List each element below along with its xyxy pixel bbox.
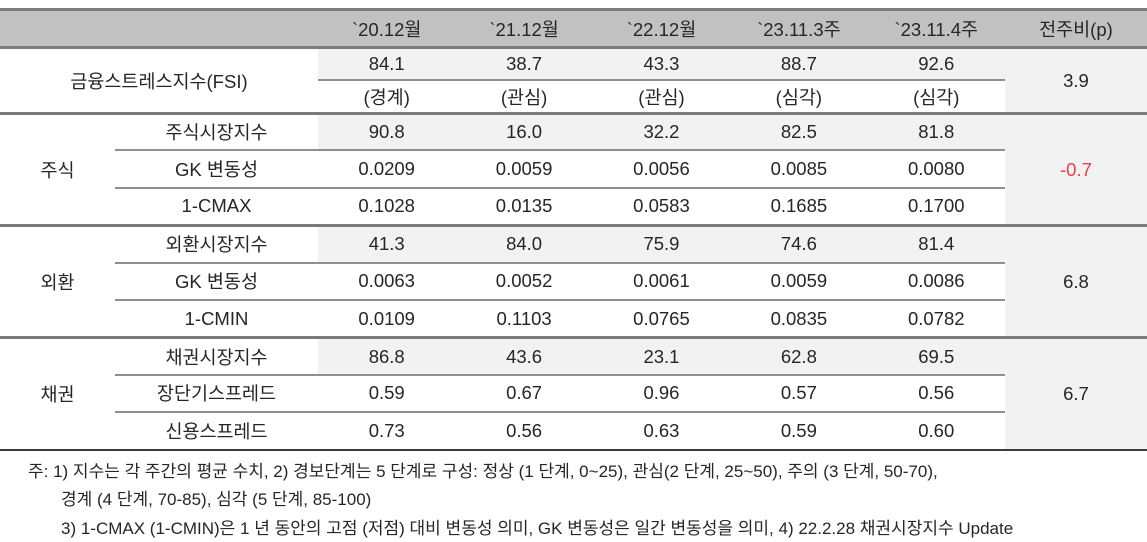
metric-label: 신용스프레드 (115, 411, 318, 448)
footnote-line: 경계 (4 단계, 70-85), 심각 (5 단계, 85-100) (61, 490, 372, 510)
metric-label: GK 변동성 (115, 261, 318, 299)
metric-value: 0.56 (867, 373, 1005, 411)
period-column-header: `23.11.4주 (867, 11, 1005, 46)
fsi-alert-level: (경계) (318, 79, 456, 112)
metric-value: 43.6 (455, 336, 593, 374)
metric-value: 75.9 (592, 224, 731, 262)
fsi-value: 84.1 (318, 46, 456, 79)
metric-label: GK 변동성 (115, 149, 318, 186)
fsi-alert-level: (심각) (730, 79, 868, 112)
footnotes: 주: 1) 지수는 각 주간의 평균 수치, 2) 경보단계는 5 단계로 구성… (0, 458, 1147, 542)
fsi-weekly-change: 3.9 (1004, 46, 1147, 112)
group-label-bonds: 채권 (0, 336, 115, 448)
metric-label: 외환시장지수 (115, 224, 318, 261)
metric-value: 0.0063 (318, 261, 456, 299)
metric-value: 0.0085 (730, 149, 868, 186)
fsi-label: 금융스트레스지수(FSI) (0, 46, 318, 112)
metric-value: 0.0209 (318, 149, 456, 186)
metric-value: 0.1028 (318, 186, 456, 224)
fsi-value: 38.7 (455, 46, 593, 79)
metric-value: 0.73 (318, 411, 456, 448)
fsi-value: 92.6 (867, 46, 1005, 79)
period-column-header: `21.12월 (455, 11, 593, 46)
metric-value: 62.8 (730, 336, 868, 374)
metric-label: 1-CMAX (115, 186, 318, 224)
metric-value: 0.60 (867, 411, 1005, 448)
metric-value: 0.0086 (867, 261, 1005, 299)
metric-value: 0.59 (730, 411, 868, 448)
metric-value: 0.0080 (867, 149, 1005, 186)
metric-value: 0.0835 (730, 298, 868, 336)
metric-value: 0.59 (318, 373, 456, 411)
group-label-stocks: 주식 (0, 112, 115, 224)
metric-value: 0.0765 (592, 298, 731, 336)
fsi-alert-level: (심각) (867, 79, 1005, 112)
metric-value: 41.3 (318, 224, 456, 262)
metric-value: 0.1700 (867, 186, 1005, 224)
fsi-alert-level: (관심) (592, 79, 731, 112)
metric-value: 23.1 (592, 336, 731, 374)
period-column-header: `22.12월 (592, 11, 731, 46)
metric-value: 0.0782 (867, 298, 1005, 336)
metric-value: 0.0056 (592, 149, 731, 186)
metric-value: 0.63 (592, 411, 731, 448)
metric-label: 주식시장지수 (115, 112, 318, 149)
metric-value: 0.1103 (455, 298, 593, 336)
metric-value: 0.1685 (730, 186, 868, 224)
metric-value: 90.8 (318, 112, 456, 150)
header-spacer (0, 11, 318, 46)
period-column-header: `20.12월 (318, 11, 456, 46)
metric-value: 84.0 (455, 224, 593, 262)
period-column-header: `23.11.3주 (730, 11, 868, 46)
metric-value: 74.6 (730, 224, 868, 262)
metric-value: 82.5 (730, 112, 868, 150)
metric-value: 0.96 (592, 373, 731, 411)
footnote-line: 3) 1-CMAX (1-CMIN)은 1 년 동안의 고점 (저점) 대비 변… (61, 518, 1014, 538)
fsi-table: `20.12월 `21.12월 `22.12월 `23.11.3주 `23.11… (0, 8, 1147, 451)
bonds-weekly-change: 6.7 (1004, 336, 1147, 449)
metric-label: 1-CMIN (115, 298, 318, 336)
metric-value: 0.67 (455, 373, 593, 411)
metric-value: 69.5 (867, 336, 1005, 374)
footnote-line: 주: 1) 지수는 각 주간의 평균 수치, 2) 경보단계는 5 단계로 구성… (28, 461, 938, 481)
metric-value: 0.0061 (592, 261, 731, 299)
metric-value: 0.0583 (592, 186, 731, 224)
metric-value: 0.0059 (455, 149, 593, 186)
metric-value: 0.56 (455, 411, 593, 448)
metric-value: 32.2 (592, 112, 731, 150)
metric-value: 81.8 (867, 112, 1005, 150)
metric-value: 0.0059 (730, 261, 868, 299)
stocks-weekly-change: -0.7 (1004, 112, 1147, 225)
metric-value: 16.0 (455, 112, 593, 150)
metric-value: 0.0135 (455, 186, 593, 224)
group-label-fx: 외환 (0, 224, 115, 336)
fsi-value: 88.7 (730, 46, 868, 79)
metric-value: 0.57 (730, 373, 868, 411)
metric-label: 장단기스프레드 (115, 373, 318, 411)
metric-value: 86.8 (318, 336, 456, 374)
metric-label: 채권시장지수 (115, 336, 318, 373)
fsi-value: 43.3 (592, 46, 731, 79)
fsi-alert-level: (관심) (455, 79, 593, 112)
metric-value: 81.4 (867, 224, 1005, 262)
fx-weekly-change: 6.8 (1004, 224, 1147, 337)
metric-value: 0.0109 (318, 298, 456, 336)
change-column-header: 전주비(p) (1004, 11, 1147, 46)
metric-value: 0.0052 (455, 261, 593, 299)
